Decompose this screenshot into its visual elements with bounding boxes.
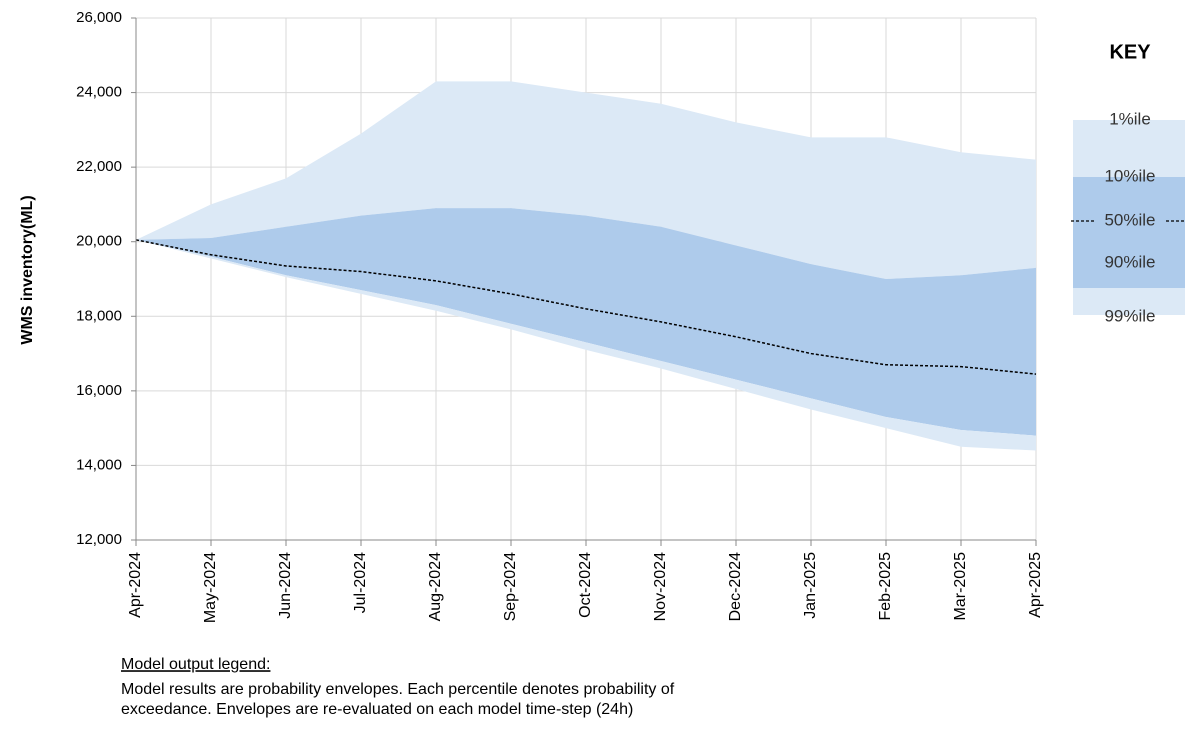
envelope-band — [136, 208, 1036, 436]
legend-label-bg — [1096, 211, 1164, 231]
median-line — [135, 239, 1037, 375]
x-tick-label: Dec-2024 — [727, 552, 744, 621]
y-tick-label: 24,000 — [76, 84, 122, 101]
envelope-band — [136, 239, 1036, 451]
x-tick-label: Nov-2024 — [652, 552, 669, 621]
legend-label: 50%ile — [1104, 210, 1155, 229]
x-tick-label: May-2024 — [202, 552, 219, 623]
y-axis-label: WMS inventory(ML) — [19, 195, 36, 344]
x-tick-label: Oct-2024 — [577, 552, 594, 618]
y-tick-label: 20,000 — [76, 233, 122, 250]
legend-label: 1%ile — [1109, 109, 1151, 128]
x-tick-label: Jan-2025 — [802, 552, 819, 619]
x-tick-label: Sep-2024 — [502, 552, 519, 621]
y-tick-label: 16,000 — [76, 382, 122, 399]
note-line: Model results are probability envelopes.… — [121, 681, 675, 698]
note-line: exceedance. Envelopes are re-evaluated o… — [121, 701, 633, 718]
legend-label: 99%ile — [1104, 306, 1155, 325]
y-tick-label: 14,000 — [76, 456, 122, 473]
y-tick-label: 22,000 — [76, 158, 122, 175]
x-tick-label: Apr-2024 — [127, 552, 144, 618]
x-tick-label: Apr-2025 — [1027, 552, 1044, 618]
legend-label: 90%ile — [1104, 252, 1155, 271]
envelope-band — [136, 81, 1036, 279]
legend-label: 10%ile — [1104, 166, 1155, 185]
x-tick-label: Jul-2024 — [352, 552, 369, 613]
y-tick-label: 12,000 — [76, 531, 122, 548]
legend-swatch — [1073, 177, 1185, 288]
note-title: Model output legend: — [121, 656, 270, 673]
x-tick-label: Mar-2025 — [952, 552, 969, 621]
x-tick-label: Feb-2025 — [877, 552, 894, 621]
y-tick-label: 26,000 — [76, 9, 122, 26]
x-tick-label: Jun-2024 — [277, 552, 294, 619]
legend-title: KEY — [1109, 41, 1151, 63]
y-tick-label: 18,000 — [76, 307, 122, 324]
x-tick-label: Aug-2024 — [427, 552, 444, 621]
